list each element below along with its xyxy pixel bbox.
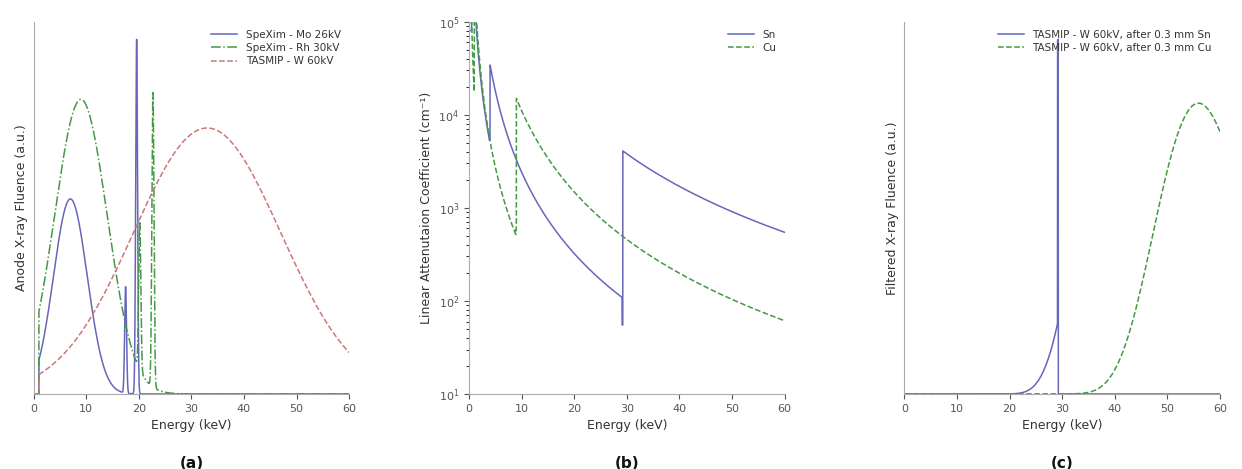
SpeXim - Rh 30kV [26, 391, 41, 397]
Line: TASMIP - W 60kV, after 0.3 mm Sn: TASMIP - W 60kV, after 0.3 mm Sn [904, 39, 1220, 394]
Sn [582, 267, 597, 272]
Title: (c): (c) [1051, 456, 1073, 469]
SpeXim - Mo 26kV [216, 391, 231, 397]
SpeXim - Mo 26kV [286, 391, 301, 397]
SpeXim - Mo 26kV [83, 300, 98, 305]
TASMIP - W 60kV, after 0.3 mm Cu [1087, 388, 1102, 393]
TASMIP - W 60kV, after 0.3 mm Cu [955, 391, 970, 397]
SpeXim - Rh 30kV [145, 90, 160, 95]
Cu [519, 119, 534, 124]
Sn [651, 172, 666, 177]
SpeXim - Rh 30kV [231, 391, 246, 397]
Sn [615, 322, 630, 328]
TASMIP - W 60kV [231, 149, 246, 154]
Legend: TASMIP - W 60kV, after 0.3 mm Sn, TASMIP - W 60kV, after 0.3 mm Cu: TASMIP - W 60kV, after 0.3 mm Sn, TASMIP… [995, 27, 1215, 56]
SpeXim - Rh 30kV [262, 391, 277, 397]
TASMIP - W 60kV, after 0.3 mm Sn [1103, 391, 1118, 397]
Y-axis label: Filtered X-ray Fluence (a.u.): Filtered X-ray Fluence (a.u.) [886, 121, 899, 295]
TASMIP - W 60kV, after 0.3 mm Cu [1103, 375, 1118, 380]
Line: TASMIP - W 60kV: TASMIP - W 60kV [34, 128, 349, 394]
TASMIP - W 60kV [83, 314, 98, 320]
SpeXim - Rh 30kV [147, 265, 161, 270]
TASMIP - W 60kV, after 0.3 mm Sn [955, 391, 970, 397]
Line: Sn: Sn [469, 0, 785, 325]
SpeXim - Rh 30kV [286, 391, 301, 397]
Cu [777, 318, 792, 324]
TASMIP - W 60kV, after 0.3 mm Cu [1133, 289, 1148, 295]
TASMIP - W 60kV [262, 204, 277, 210]
TASMIP - W 60kV [147, 186, 161, 191]
Cu [651, 258, 666, 264]
Line: Cu: Cu [469, 0, 785, 321]
TASMIP - W 60kV, after 0.3 mm Sn [897, 391, 912, 397]
Legend: Sn, Cu: Sn, Cu [725, 27, 779, 56]
TASMIP - W 60kV, after 0.3 mm Cu [1156, 182, 1171, 187]
SpeXim - Rh 30kV [216, 391, 231, 397]
Cu [722, 295, 737, 301]
Y-axis label: Anode X-ray Fluence (a.u.): Anode X-ray Fluence (a.u.) [15, 124, 29, 291]
SpeXim - Mo 26kV [231, 391, 246, 397]
SpeXim - Mo 26kV [342, 391, 356, 397]
TASMIP - W 60kV, after 0.3 mm Cu [1191, 100, 1206, 106]
Title: (a): (a) [179, 456, 204, 469]
Title: (b): (b) [615, 456, 640, 469]
TASMIP - W 60kV, after 0.3 mm Sn [1051, 37, 1066, 42]
Sn [519, 180, 534, 186]
TASMIP - W 60kV [286, 257, 301, 262]
TASMIP - W 60kV, after 0.3 mm Cu [1017, 391, 1032, 397]
SpeXim - Mo 26kV [26, 391, 41, 397]
Sn [777, 229, 792, 235]
TASMIP - W 60kV, after 0.3 mm Sn [1156, 391, 1171, 397]
Cu [582, 205, 597, 211]
SpeXim - Rh 30kV [342, 391, 356, 397]
Legend: SpeXim - Mo 26kV, SpeXim - Rh 30kV, TASMIP - W 60kV: SpeXim - Mo 26kV, SpeXim - Rh 30kV, TASM… [209, 27, 344, 69]
TASMIP - W 60kV, after 0.3 mm Sn [1212, 391, 1227, 397]
X-axis label: Energy (keV): Energy (keV) [152, 419, 231, 432]
TASMIP - W 60kV, after 0.3 mm Sn [1087, 391, 1102, 397]
TASMIP - W 60kV [26, 391, 41, 397]
TASMIP - W 60kV, after 0.3 mm Sn [1133, 391, 1148, 397]
SpeXim - Rh 30kV [83, 118, 98, 123]
Sn [722, 207, 737, 213]
Line: TASMIP - W 60kV, after 0.3 mm Cu: TASMIP - W 60kV, after 0.3 mm Cu [904, 103, 1220, 394]
Sn [667, 181, 682, 187]
Y-axis label: Linear Attenutaion Coefficient (cm⁻¹): Linear Attenutaion Coefficient (cm⁻¹) [420, 91, 433, 324]
Sn [462, 28, 477, 33]
X-axis label: Energy (keV): Energy (keV) [586, 419, 667, 432]
Sn [697, 197, 712, 202]
Line: SpeXim - Mo 26kV: SpeXim - Mo 26kV [34, 39, 349, 394]
TASMIP - W 60kV, after 0.3 mm Cu [897, 391, 912, 397]
Cu [697, 284, 712, 289]
TASMIP - W 60kV [200, 125, 215, 131]
SpeXim - Mo 26kV [262, 391, 277, 397]
TASMIP - W 60kV [342, 350, 356, 356]
Cu [462, 19, 477, 24]
SpeXim - Mo 26kV [129, 37, 144, 42]
TASMIP - W 60kV [216, 131, 231, 137]
TASMIP - W 60kV, after 0.3 mm Sn [1017, 389, 1032, 394]
TASMIP - W 60kV, after 0.3 mm Cu [1212, 129, 1227, 135]
Line: SpeXim - Rh 30kV: SpeXim - Rh 30kV [34, 92, 349, 394]
Cu [667, 267, 682, 273]
SpeXim - Mo 26kV [147, 391, 161, 397]
X-axis label: Energy (keV): Energy (keV) [1022, 419, 1103, 432]
